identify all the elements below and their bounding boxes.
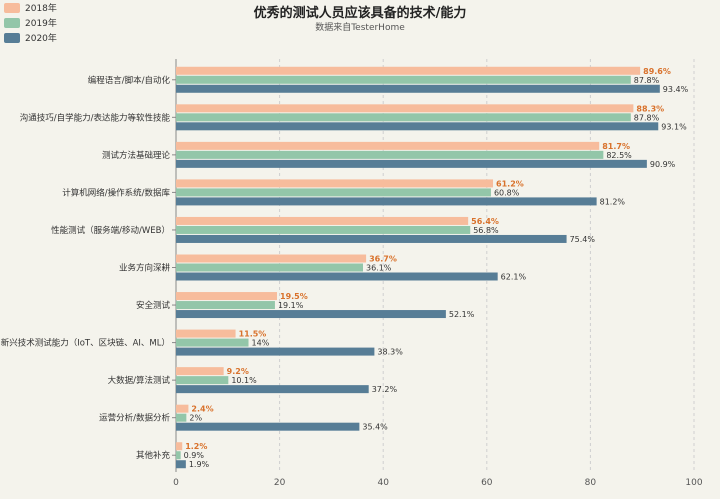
legend-label-2019: 2019年 <box>25 19 57 29</box>
bar-2019年-6 <box>176 301 275 310</box>
legend-swatch-2018 <box>4 2 20 13</box>
bar-2018年-9 <box>176 404 189 413</box>
category-label: 测试方法基础理论 <box>102 150 171 161</box>
data-label: 19.1% <box>278 301 304 310</box>
x-tick-label: 40 <box>377 478 389 488</box>
bar-2020年-10 <box>176 460 186 469</box>
data-label: 19.5% <box>280 292 308 301</box>
bar-2018年-8 <box>176 367 224 376</box>
data-label: 87.8% <box>634 76 660 85</box>
bar-2020年-2 <box>176 159 647 168</box>
bar-2018年-3 <box>176 179 494 188</box>
data-label: 88.3% <box>636 104 664 113</box>
data-label: 90.9% <box>650 160 676 169</box>
bar-2020年-9 <box>176 422 360 431</box>
data-label: 56.4% <box>471 217 499 226</box>
data-label: 61.2% <box>496 179 524 188</box>
legend-item-2020[interactable]: 2020年 <box>4 31 57 44</box>
data-label: 93.1% <box>661 122 687 131</box>
data-label: 38.3% <box>377 348 403 357</box>
category-label: 性能测试（服务端/移动/WEB） <box>51 225 170 236</box>
bar-2018年-10 <box>176 442 183 451</box>
data-label: 37.2% <box>372 385 398 394</box>
data-label: 0.9% <box>184 451 205 460</box>
data-label: 56.8% <box>473 226 499 235</box>
data-label: 11.5% <box>239 330 267 339</box>
category-label: 大数据/算法测试 <box>108 375 171 386</box>
bar-2019年-10 <box>176 451 181 460</box>
bar-2019年-5 <box>176 263 363 272</box>
bar-2018年-5 <box>176 254 367 263</box>
x-tick-label: 20 <box>274 478 286 488</box>
data-label: 2% <box>189 414 202 423</box>
bar-2018年-0 <box>176 66 641 75</box>
legend-label-2020: 2020年 <box>25 34 57 44</box>
bar-2019年-0 <box>176 75 631 84</box>
data-label: 89.6% <box>643 67 671 76</box>
bar-2020年-7 <box>176 347 375 356</box>
data-label: 62.1% <box>501 273 527 282</box>
category-label: 编程语言/脚本/自动化 <box>88 75 171 86</box>
data-label: 36.7% <box>369 255 397 264</box>
data-label: 14% <box>252 339 270 348</box>
data-label: 87.8% <box>634 113 660 122</box>
data-label: 1.2% <box>185 442 207 451</box>
data-label: 81.2% <box>600 197 626 206</box>
category-label: 其他补充 <box>136 450 171 461</box>
x-tick-label: 80 <box>585 478 597 488</box>
data-label: 10.1% <box>231 376 257 385</box>
bar-2018年-1 <box>176 104 634 113</box>
bar-2020年-8 <box>176 385 369 394</box>
x-tick-label: 0 <box>173 478 179 488</box>
data-label: 9.2% <box>227 367 249 376</box>
bar-2020年-0 <box>176 84 660 93</box>
bar-2018年-7 <box>176 329 236 338</box>
bar-2020年-1 <box>176 122 659 131</box>
bar-2019年-4 <box>176 225 471 234</box>
legend-swatch-2020 <box>4 32 20 43</box>
bar-2019年-1 <box>176 113 631 122</box>
bar-2019年-8 <box>176 376 229 385</box>
x-tick-label: 60 <box>481 478 493 488</box>
category-label: 运营分析/数据分析 <box>99 413 170 424</box>
data-label: 75.4% <box>570 235 596 244</box>
data-label: 60.8% <box>494 188 520 197</box>
bar-2019年-2 <box>176 150 604 159</box>
x-tick-label: 100 <box>685 478 702 488</box>
bar-2020年-6 <box>176 310 446 319</box>
bar-2020年-5 <box>176 272 498 281</box>
bar-2019年-3 <box>176 188 491 197</box>
data-label: 52.1% <box>449 310 475 319</box>
data-label: 1.9% <box>189 460 210 469</box>
data-label: 82.5% <box>606 151 632 160</box>
bar-2018年-2 <box>176 141 600 150</box>
legend-label-2018: 2018年 <box>25 4 57 14</box>
category-label: 新兴技术测试能力（IoT、区块链、AI、ML） <box>1 338 170 349</box>
category-label: 计算机网络/操作系统/数据库 <box>62 187 170 198</box>
legend-item-2019[interactable]: 2019年 <box>4 16 57 29</box>
chart-title: 优秀的测试人员应该具备的技术/能力 <box>253 6 467 21</box>
category-label: 安全测试 <box>136 300 171 311</box>
legend-swatch-2019 <box>4 17 20 28</box>
bar-2019年-7 <box>176 338 249 347</box>
data-label: 2.4% <box>191 405 213 414</box>
bar-2019年-9 <box>176 413 187 422</box>
category-label: 沟通技巧/自学能力/表达能力等软性技能 <box>20 112 171 123</box>
chart-subtitle: 数据来自TesterHome <box>315 23 405 33</box>
bar-2018年-6 <box>176 292 278 301</box>
category-label: 业务方向深耕 <box>119 263 171 274</box>
data-label: 35.4% <box>362 423 388 432</box>
bar-2020年-4 <box>176 234 567 243</box>
bar-2020年-3 <box>176 197 597 206</box>
data-label: 93.4% <box>663 85 689 94</box>
legend-item-2018[interactable]: 2018年 <box>4 1 57 14</box>
data-label: 36.1% <box>366 264 392 273</box>
bar-2018年-4 <box>176 216 469 225</box>
data-label: 81.7% <box>602 142 630 151</box>
